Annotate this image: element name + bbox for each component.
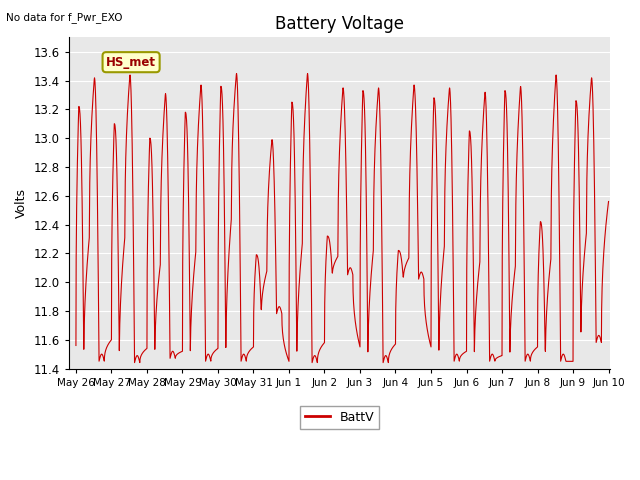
Legend: BattV: BattV xyxy=(300,406,380,429)
Title: Battery Voltage: Battery Voltage xyxy=(275,15,404,33)
Text: No data for f_Pwr_EXO: No data for f_Pwr_EXO xyxy=(6,12,123,23)
Y-axis label: Volts: Volts xyxy=(15,188,28,218)
Text: HS_met: HS_met xyxy=(106,56,156,69)
